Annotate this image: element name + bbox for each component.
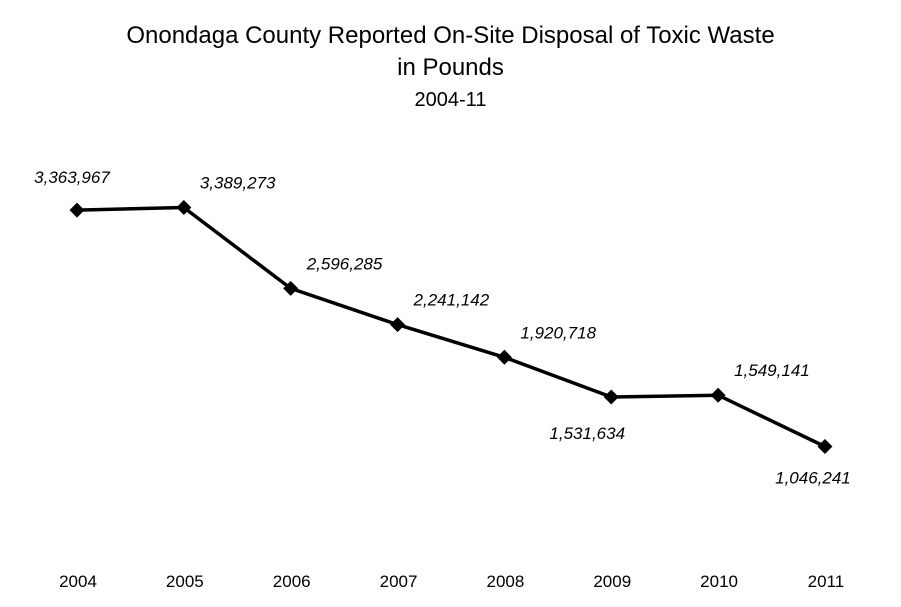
data-point-marker [710, 387, 726, 403]
x-tick-label: 2006 [273, 572, 311, 591]
x-axis-ticks: 2004 2005 2006 2007 2008 2009 2010 2011 [59, 572, 844, 591]
x-tick-label: 2009 [593, 572, 631, 591]
x-tick-label: 2005 [166, 572, 204, 591]
chart-title-line-2: in Pounds [397, 54, 504, 81]
data-point-marker [176, 200, 192, 215]
data-label: 3,363,967 [34, 168, 110, 187]
label-layer: 3,363,967 3,389,273 2,596,285 2,241,142 1,92… [34, 168, 851, 487]
x-tick-label: 2007 [380, 572, 418, 591]
x-tick-label: 2004 [59, 572, 97, 591]
chart-titles: Onondaga County Reported On-Site Disposa… [0, 20, 901, 114]
data-label: 2,241,142 [413, 291, 490, 310]
data-label: 1,046,241 [775, 469, 851, 488]
x-tick-label: 2010 [700, 572, 738, 591]
data-point-marker [283, 280, 299, 296]
series-line [76, 205, 826, 449]
data-point-marker [817, 439, 833, 454]
data-point-marker [390, 317, 406, 333]
data-label: 1,920,718 [520, 323, 596, 342]
data-label: 3,389,273 [200, 174, 276, 193]
x-tick-label: 2008 [486, 572, 524, 591]
x-tick-label: 2011 [808, 572, 845, 591]
data-label: 2,596,285 [306, 254, 383, 273]
data-point-marker [603, 389, 619, 405]
line-layer [76, 205, 826, 449]
chart-title: Onondaga County Reported On-Site Disposa… [126, 22, 775, 49]
marker-layer [69, 200, 833, 454]
chart-subtitle: 2004-11 [414, 89, 487, 111]
data-point-marker [496, 349, 512, 365]
data-label: 1,549,141 [734, 361, 810, 380]
data-label: 1,531,634 [549, 424, 625, 443]
data-point-marker [69, 202, 85, 218]
